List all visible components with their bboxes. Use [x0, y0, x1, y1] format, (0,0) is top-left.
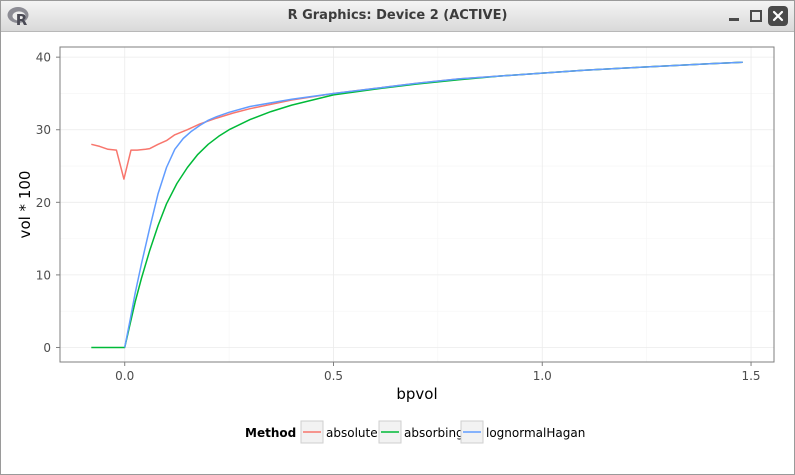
- legend-label: absorbing: [404, 426, 464, 440]
- legend-label: absolute: [326, 426, 378, 440]
- window-controls: [722, 6, 788, 26]
- major-gridlines: [60, 47, 774, 362]
- y-axis-label: vol * 100: [16, 171, 34, 239]
- legend: Method absolute absorbing lognormalHagan: [245, 420, 585, 444]
- series-line-absolute: [91, 61, 743, 180]
- x-axis: 0.0 0.5 1.0 1.5: [115, 362, 761, 383]
- y-tick-label: 30: [36, 123, 51, 137]
- legend-title: Method: [245, 426, 296, 440]
- r-logo-icon: R: [7, 7, 29, 27]
- title-bar[interactable]: R R Graphics: Device 2 (ACTIVE): [1, 1, 794, 32]
- y-axis: 0 10 20 30 40: [36, 51, 60, 355]
- chart: 0 10 20 30 40 0.0 0.5 1.0 1.5 bpvol vol * 100 M…: [16, 46, 775, 444]
- x-axis-label: bpvol: [396, 385, 437, 403]
- minimize-icon[interactable]: [724, 6, 744, 26]
- y-tick-label: 10: [36, 268, 51, 282]
- y-tick-label: 40: [36, 51, 51, 65]
- legend-label: lognormalHagan: [486, 426, 585, 440]
- maximize-icon[interactable]: [746, 6, 766, 26]
- close-icon[interactable]: [768, 6, 788, 26]
- x-tick-label: 0.0: [115, 369, 134, 383]
- x-tick-label: 1.0: [533, 369, 552, 383]
- minor-gridlines: [60, 47, 774, 362]
- plot-panel-border: [59, 46, 775, 363]
- series-lines: [91, 61, 743, 349]
- series-line-absorbing: [91, 61, 743, 349]
- y-tick-label: 0: [43, 341, 51, 355]
- window-title: R Graphics: Device 2 (ACTIVE): [287, 8, 508, 23]
- r-logo-letter: R: [16, 11, 28, 27]
- series-line-lognormalhagan: [123, 61, 743, 348]
- x-tick-label: 1.5: [741, 369, 760, 383]
- y-tick-label: 20: [36, 196, 51, 210]
- x-tick-label: 0.5: [324, 369, 343, 383]
